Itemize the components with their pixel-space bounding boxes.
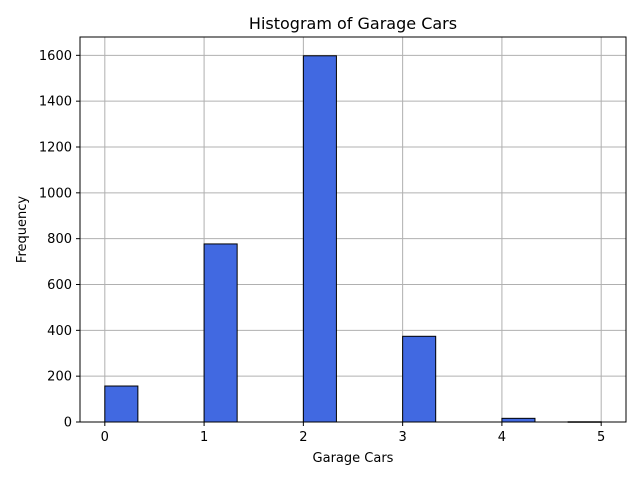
grid (80, 37, 626, 423)
y-tick-label: 400 (47, 324, 72, 339)
x-tick-label: 1 (200, 430, 208, 445)
x-axis-label: Garage Cars (313, 451, 394, 466)
y-tick-label: 0 (64, 416, 72, 431)
histogram-bar (402, 335, 437, 423)
bars (104, 55, 602, 423)
histogram-bar (302, 55, 337, 423)
plot-frame (79, 36, 627, 423)
x-axis-ticks: 0 1 2 3 4 5 (101, 422, 605, 445)
histogram-bar (203, 243, 238, 423)
y-axis-ticks: 0 200 400 600 800 1000 1200 1400 1600 (39, 49, 80, 431)
histogram-bar (501, 417, 536, 423)
x-tick-label: 0 (101, 430, 109, 445)
y-tick-label: 1400 (39, 95, 72, 110)
x-tick-label: 5 (597, 430, 605, 445)
x-tick-label: 2 (299, 430, 307, 445)
x-tick-label: 3 (398, 430, 406, 445)
y-tick-label: 1600 (39, 49, 72, 64)
chart-title: Histogram of Garage Cars (249, 14, 457, 33)
x-tick-label: 4 (498, 430, 506, 445)
y-axis-label: Frequency (15, 196, 30, 263)
y-tick-label: 1200 (39, 141, 72, 156)
histogram-bar (104, 385, 139, 423)
y-tick-label: 600 (47, 278, 72, 293)
y-tick-label: 1000 (39, 186, 72, 201)
y-tick-label: 200 (47, 370, 72, 385)
y-tick-label: 800 (47, 232, 72, 247)
